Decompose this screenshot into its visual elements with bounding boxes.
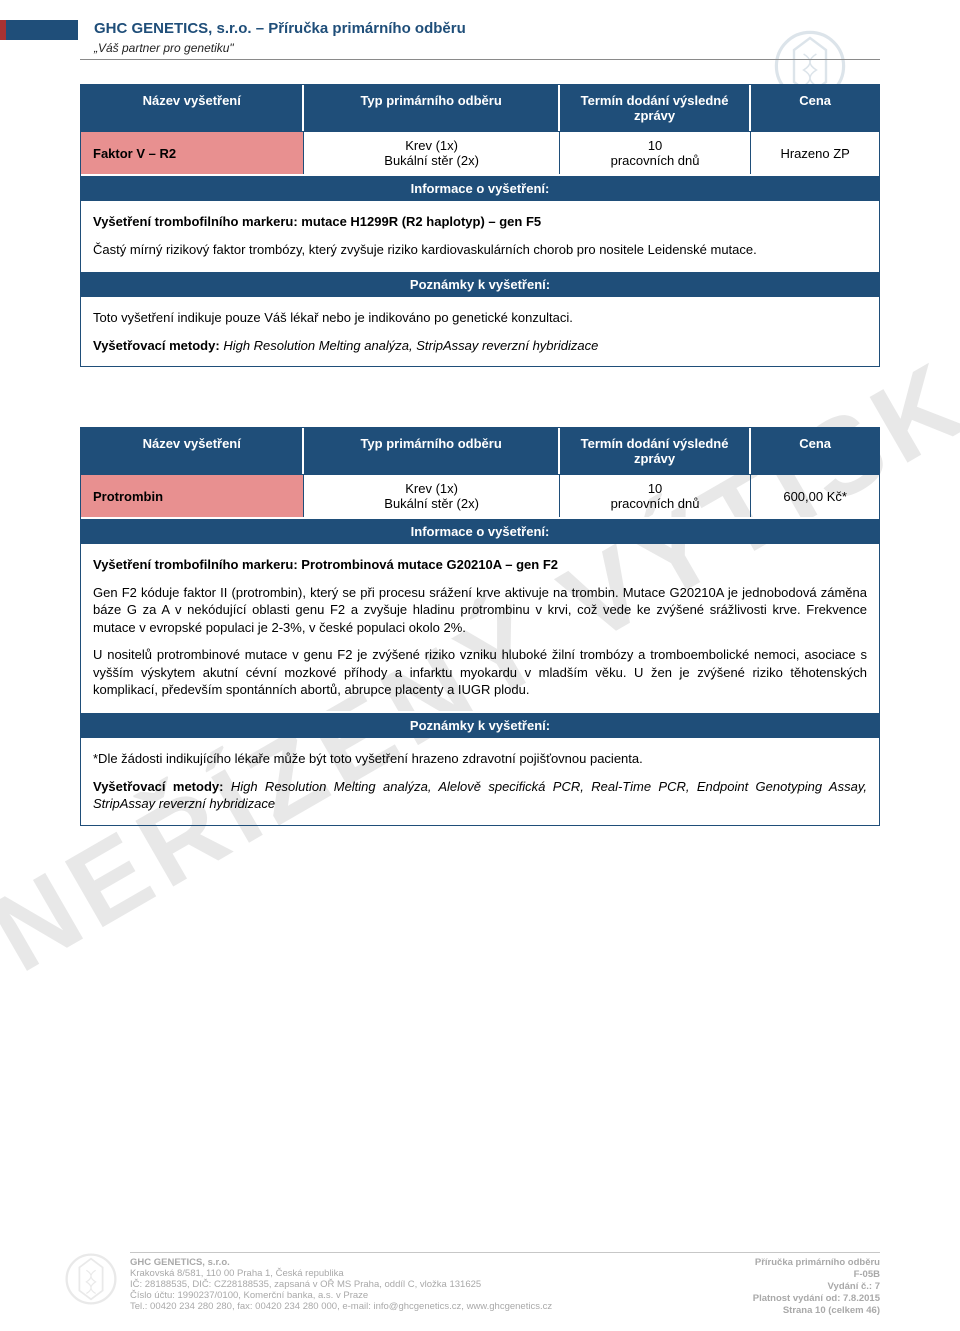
- term-line2: pracovních dnů: [611, 153, 700, 168]
- type-line2: Bukální stěr (2x): [384, 153, 479, 168]
- page-footer: GHC GENETICS, s.r.o. Krakovská 8/581, 11…: [0, 1252, 960, 1317]
- info-section-header: Informace o vyšetření:: [81, 174, 879, 201]
- exam-price: Hrazeno ZP: [751, 131, 879, 174]
- methods-line: Vyšetřovací metody: High Resolution Melt…: [93, 337, 867, 355]
- exam-type: Krev (1x) Bukální stěr (2x): [304, 131, 559, 174]
- methods-label: Vyšetřovací metody:: [93, 779, 223, 794]
- info-section-body: Vyšetření trombofilního markeru: Protrom…: [81, 544, 879, 711]
- header-divider: [80, 59, 880, 60]
- term-line1: 10: [648, 481, 662, 496]
- footer-ic: IČ: 28188535, DIČ: CZ28188535, zapsaná v…: [130, 1279, 670, 1290]
- col-type-header: Typ primárního odběru: [304, 428, 559, 474]
- exam-name: Protrombin: [81, 474, 304, 517]
- header-stripe: [0, 20, 78, 40]
- col-name-header: Název vyšetření: [81, 85, 304, 131]
- col-name-header: Název vyšetření: [81, 428, 304, 474]
- type-line1: Krev (1x): [405, 481, 458, 496]
- footer-right: Příručka primárního odběru F-05B Vydání …: [670, 1252, 880, 1317]
- info-paragraph: Gen F2 kóduje faktor II (protrombin), kt…: [93, 584, 867, 637]
- exam-price: 600,00 Kč*: [751, 474, 879, 517]
- type-line1: Krev (1x): [405, 138, 458, 153]
- term-line2: pracovních dnů: [611, 496, 700, 511]
- exam-term: 10 pracovních dnů: [560, 474, 752, 517]
- footer-addr: Krakovská 8/581, 110 00 Praha 1, Česká r…: [130, 1268, 670, 1279]
- footer-edition: Vydání č.: 7: [670, 1281, 880, 1292]
- term-line1: 10: [648, 138, 662, 153]
- notes-section-header: Poznámky k vyšetření:: [81, 711, 879, 738]
- col-price-header: Cena: [751, 85, 879, 131]
- info-paragraph: U nositelů protrombinové mutace v genu F…: [93, 646, 867, 699]
- notes-section-body: *Dle žádosti indikujícího lékaře může bý…: [81, 738, 879, 825]
- footer-doc-title: Příručka primárního odběru: [670, 1257, 880, 1268]
- page-title: GHC GENETICS, s.r.o. – Příručka primární…: [94, 20, 466, 37]
- header-subline: „Váš partner pro genetiku": [94, 41, 880, 55]
- notes-paragraph: Toto vyšetření indikuje pouze Váš lékař …: [93, 309, 867, 327]
- info-section-body: Vyšetření trombofilního markeru: mutace …: [81, 201, 879, 270]
- notes-paragraph: *Dle žádosti indikujícího lékaře může bý…: [93, 750, 867, 768]
- footer-company: GHC GENETICS, s.r.o.: [130, 1257, 670, 1268]
- notes-section-header: Poznámky k vyšetření:: [81, 270, 879, 297]
- methods-line: Vyšetřovací metody: High Resolution Melt…: [93, 778, 867, 813]
- methods-label: Vyšetřovací metody:: [93, 338, 220, 353]
- info-bold-line: Vyšetření trombofilního markeru: Protrom…: [93, 556, 867, 574]
- exam-card: Název vyšetření Typ primárního odběru Te…: [80, 84, 880, 367]
- exam-term: 10 pracovních dnů: [560, 131, 752, 174]
- info-section-header: Informace o vyšetření:: [81, 517, 879, 544]
- col-term-header: Termín dodání výsledné zprávy: [560, 428, 752, 474]
- footer-doc-code: F-05B: [670, 1269, 880, 1280]
- footer-tel: Tel.: 00420 234 280 280, fax: 00420 234 …: [130, 1301, 670, 1312]
- footer-validity: Platnost vydání od: 7.8.2015: [670, 1293, 880, 1304]
- exam-card: Název vyšetření Typ primárního odběru Te…: [80, 427, 880, 825]
- footer-logo: [62, 1250, 120, 1308]
- footer-left: GHC GENETICS, s.r.o. Krakovská 8/581, 11…: [130, 1252, 670, 1317]
- notes-section-body: Toto vyšetření indikuje pouze Váš lékař …: [81, 297, 879, 366]
- footer-page-num: Strana 10 (celkem 46): [670, 1305, 880, 1316]
- methods-text: High Resolution Melting analýza, StripAs…: [223, 338, 598, 353]
- info-bold-line: Vyšetření trombofilního markeru: mutace …: [93, 213, 867, 231]
- col-term-header: Termín dodání výsledné zprávy: [560, 85, 752, 131]
- exam-name: Faktor V – R2: [81, 131, 304, 174]
- col-price-header: Cena: [751, 428, 879, 474]
- type-line2: Bukální stěr (2x): [384, 496, 479, 511]
- footer-acct: Číslo účtu: 1990237/0100, Komerční banka…: [130, 1290, 670, 1301]
- exam-type: Krev (1x) Bukální stěr (2x): [304, 474, 559, 517]
- info-paragraph: Častý mírný rizikový faktor trombózy, kt…: [93, 241, 867, 259]
- col-type-header: Typ primárního odběru: [304, 85, 559, 131]
